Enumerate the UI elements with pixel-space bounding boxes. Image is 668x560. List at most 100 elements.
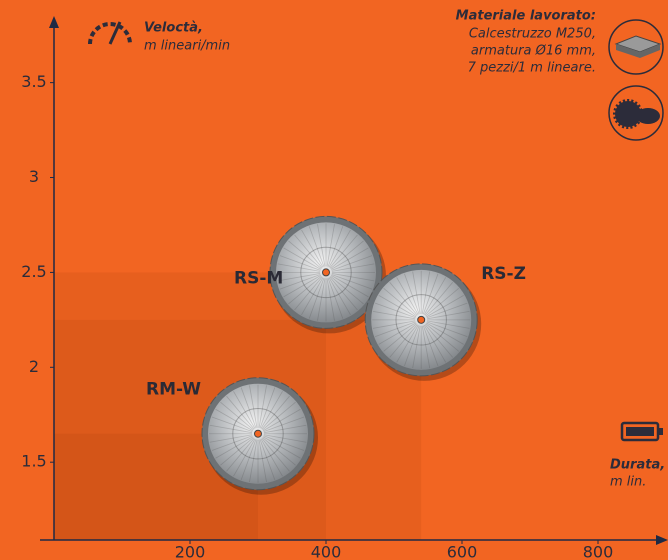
x-tick-label: 600 [447, 543, 478, 560]
blade-line [328, 229, 351, 268]
blade-line [424, 324, 454, 358]
blade-line [327, 277, 344, 319]
material-line: Calcestruzzo M250, [469, 27, 596, 42]
y-unit: m lineari/min [144, 39, 230, 54]
blade-line [259, 387, 276, 429]
blade-line [249, 385, 258, 428]
y-tick-label: 3.5 [21, 72, 46, 91]
axes [40, 16, 668, 545]
blade-line [279, 274, 321, 290]
blade-line [326, 224, 335, 267]
blade-line [421, 325, 431, 369]
x-arrow [656, 535, 668, 545]
blade-line [259, 439, 276, 480]
blade-line [263, 435, 305, 451]
blade-line [279, 255, 321, 271]
blade-hole [254, 429, 262, 438]
blade-line [326, 278, 335, 321]
blade-line [372, 310, 416, 320]
blade-line [233, 438, 256, 477]
blade-line [308, 226, 325, 267]
blade-line [329, 234, 358, 269]
y-tick-label: 3 [29, 167, 39, 186]
blade-line [331, 273, 375, 282]
blade-line [209, 424, 253, 434]
blade-line [327, 226, 344, 267]
blade-line [383, 288, 417, 317]
blade-line [425, 323, 459, 352]
blade-line [378, 295, 417, 318]
blade-line [211, 435, 253, 451]
blade-line [249, 439, 258, 483]
blade-line [372, 320, 416, 329]
blade-line [317, 278, 326, 321]
blade-line [378, 322, 417, 345]
blade-line [258, 439, 267, 483]
blade-line [422, 325, 439, 367]
blade-line [331, 263, 375, 272]
blade-line [233, 391, 256, 429]
y-tick-label: 2.5 [21, 262, 46, 281]
blade-line [262, 401, 296, 431]
blade-line [422, 273, 439, 315]
blade-line [283, 247, 322, 270]
blade-line [426, 321, 468, 337]
blade-line [425, 288, 459, 317]
x-unit: m lin. [610, 475, 646, 490]
blade-ring [232, 408, 284, 460]
blade [364, 263, 482, 381]
blade-hole [322, 268, 330, 277]
blade-line [404, 273, 420, 315]
blade-line [260, 438, 283, 477]
material-line: armatura Ø16 mm, [471, 44, 596, 59]
blade-line [423, 324, 447, 363]
blade-line [277, 273, 321, 282]
blade-line [226, 395, 255, 430]
blade-line [421, 271, 431, 315]
blade-line [427, 310, 470, 320]
blade-line [294, 276, 323, 311]
battery-icon [620, 421, 663, 442]
blade-line [329, 276, 358, 311]
blade-line [258, 385, 267, 428]
material-icons [608, 19, 664, 141]
blade [201, 377, 318, 495]
blade-line [263, 434, 307, 443]
blade-line [215, 408, 254, 432]
blade-line [215, 436, 254, 459]
blade-line [412, 271, 421, 315]
blade-line [226, 438, 255, 472]
blade-line [277, 263, 321, 272]
blade-line [330, 275, 364, 305]
blade-line [331, 274, 373, 290]
blade-ring [395, 294, 447, 346]
blade-line [262, 436, 301, 459]
blade-line [389, 324, 418, 358]
blade-line [261, 395, 290, 430]
blade-line [404, 325, 420, 367]
x-tick-label: 400 [311, 543, 342, 560]
blade-line [331, 255, 373, 271]
blade-line [308, 277, 325, 319]
blade-line [220, 401, 254, 431]
blade-line [211, 416, 253, 433]
speed-icon [88, 21, 132, 45]
blade-line [389, 282, 418, 316]
point-label: RS-M [234, 268, 283, 288]
x-tick-label: 200 [175, 543, 206, 560]
point-label: RM-W [146, 380, 201, 400]
blade-line [240, 439, 257, 480]
blade-line [301, 229, 324, 268]
blade-line [426, 302, 468, 319]
blade-line [328, 277, 351, 316]
blade-line [262, 437, 296, 466]
point-label: RS-Z [481, 264, 526, 284]
blade-line [427, 320, 470, 329]
y-tick-label: 2 [29, 357, 39, 376]
blade-line [375, 302, 416, 319]
blade-line [260, 391, 283, 429]
blade-line [424, 282, 454, 316]
material-title: Materiale lavorato: [456, 9, 596, 24]
blade-line [396, 277, 419, 315]
blade-line [288, 240, 322, 269]
